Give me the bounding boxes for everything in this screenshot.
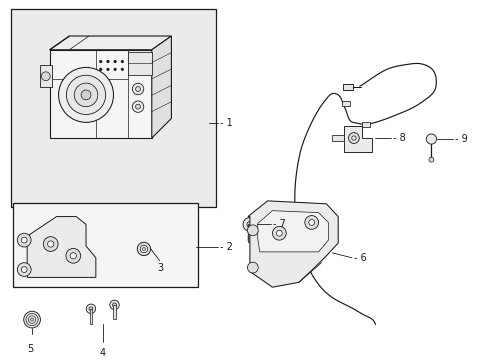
Circle shape xyxy=(81,90,91,100)
Circle shape xyxy=(43,237,58,251)
Circle shape xyxy=(135,104,140,109)
Circle shape xyxy=(113,68,117,71)
Circle shape xyxy=(247,225,258,236)
Circle shape xyxy=(132,83,143,95)
Circle shape xyxy=(106,60,109,63)
Text: - 6: - 6 xyxy=(353,253,366,263)
Circle shape xyxy=(135,86,140,91)
Bar xyxy=(13,203,198,287)
Text: - 8: - 8 xyxy=(392,133,405,143)
Circle shape xyxy=(70,253,76,259)
Bar xyxy=(11,9,215,207)
Text: 5: 5 xyxy=(27,344,33,354)
Circle shape xyxy=(276,230,282,236)
Circle shape xyxy=(243,217,256,231)
Circle shape xyxy=(132,101,143,112)
Circle shape xyxy=(99,60,102,63)
Bar xyxy=(113,305,116,319)
Circle shape xyxy=(247,262,258,273)
Polygon shape xyxy=(50,36,171,50)
Text: - 1: - 1 xyxy=(220,118,233,129)
Polygon shape xyxy=(27,217,96,278)
Text: - 9: - 9 xyxy=(454,134,467,144)
Bar xyxy=(128,52,151,75)
Bar xyxy=(247,224,251,242)
Circle shape xyxy=(308,220,314,225)
Circle shape xyxy=(26,314,38,326)
Circle shape xyxy=(41,72,50,81)
Circle shape xyxy=(17,233,31,247)
Circle shape xyxy=(348,133,359,143)
Circle shape xyxy=(28,316,36,323)
Circle shape xyxy=(106,68,109,71)
Circle shape xyxy=(89,307,93,311)
Text: 4: 4 xyxy=(100,348,105,358)
Circle shape xyxy=(137,242,150,256)
Polygon shape xyxy=(344,126,371,152)
Circle shape xyxy=(66,75,105,114)
Polygon shape xyxy=(247,201,338,287)
Bar xyxy=(342,101,349,106)
Circle shape xyxy=(110,300,119,310)
Circle shape xyxy=(121,68,123,71)
Circle shape xyxy=(140,245,147,253)
Circle shape xyxy=(59,67,113,122)
Bar xyxy=(40,66,52,87)
Circle shape xyxy=(121,60,123,63)
Circle shape xyxy=(31,318,34,321)
Circle shape xyxy=(86,304,96,314)
Bar xyxy=(342,84,353,90)
Circle shape xyxy=(21,267,27,273)
Circle shape xyxy=(272,226,285,240)
Text: - 2: - 2 xyxy=(220,242,233,252)
Circle shape xyxy=(99,68,102,71)
Circle shape xyxy=(66,248,81,263)
Circle shape xyxy=(428,157,433,162)
Circle shape xyxy=(47,241,54,247)
Circle shape xyxy=(113,60,117,63)
Circle shape xyxy=(304,216,318,229)
Circle shape xyxy=(21,237,27,243)
Bar xyxy=(361,122,369,127)
Circle shape xyxy=(74,83,98,107)
Circle shape xyxy=(24,311,41,328)
Circle shape xyxy=(17,263,31,276)
Bar xyxy=(50,50,151,138)
Circle shape xyxy=(351,136,355,140)
Polygon shape xyxy=(151,36,171,138)
Polygon shape xyxy=(257,211,328,252)
Text: - 7: - 7 xyxy=(273,219,286,229)
Circle shape xyxy=(426,134,436,144)
Bar xyxy=(90,309,92,324)
Text: 3: 3 xyxy=(157,263,163,273)
Circle shape xyxy=(112,303,116,307)
Circle shape xyxy=(246,221,252,228)
Bar xyxy=(332,135,344,141)
Circle shape xyxy=(142,247,145,251)
